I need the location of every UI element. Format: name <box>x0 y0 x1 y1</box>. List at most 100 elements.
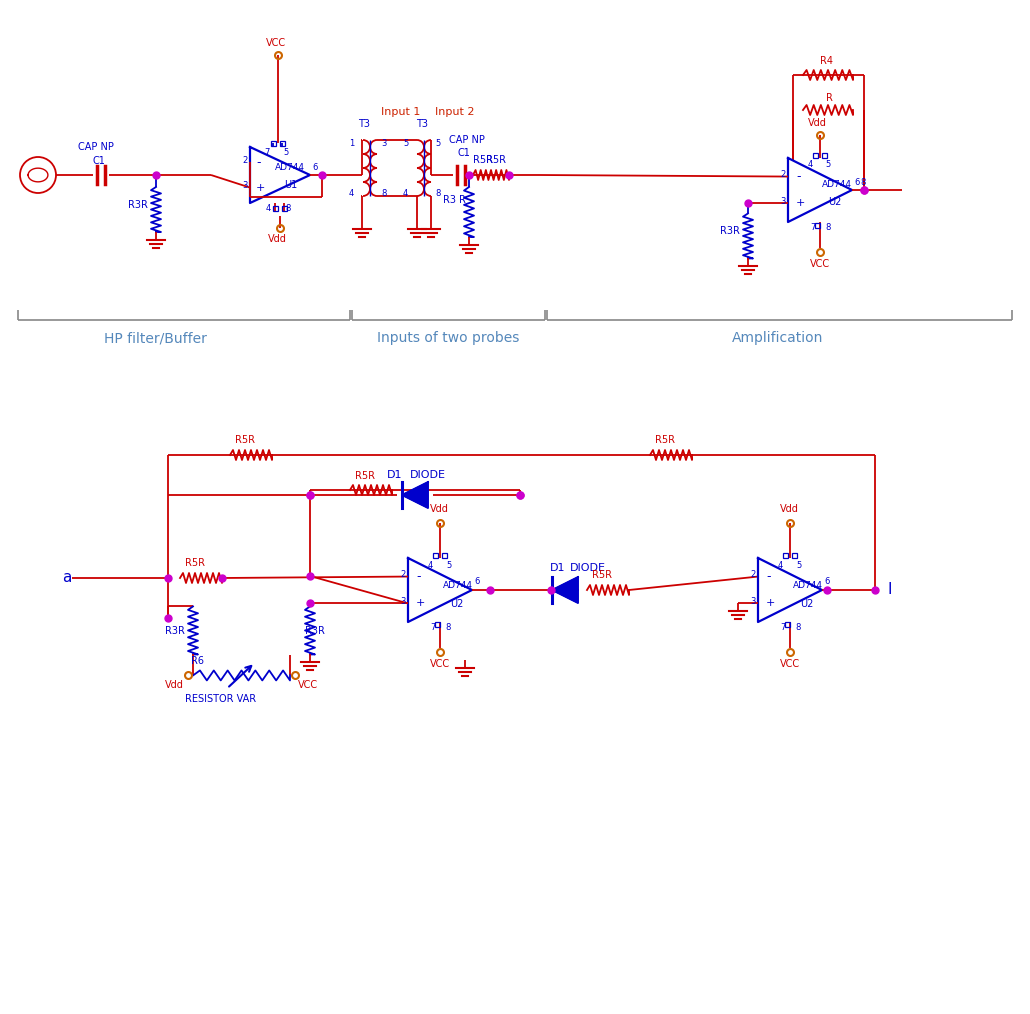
Text: 5: 5 <box>825 159 830 168</box>
Text: AD744: AD744 <box>443 581 473 590</box>
Text: R3R: R3R <box>128 200 148 210</box>
Text: Input 1: Input 1 <box>381 107 420 117</box>
Text: 6: 6 <box>312 162 317 171</box>
Text: VCC: VCC <box>780 659 800 669</box>
Text: AD744: AD744 <box>822 179 852 189</box>
Bar <box>279 141 284 145</box>
Text: -: - <box>416 570 420 583</box>
Text: 6: 6 <box>824 578 829 586</box>
Text: CAP NP: CAP NP <box>449 135 485 145</box>
Text: 5: 5 <box>435 139 440 147</box>
Bar <box>433 553 438 558</box>
Text: AD744: AD744 <box>275 162 305 171</box>
Text: R5R: R5R <box>486 155 506 165</box>
Text: 5: 5 <box>403 139 408 147</box>
Text: R: R <box>826 93 833 103</box>
Text: DIODE: DIODE <box>410 470 446 480</box>
Text: AD744: AD744 <box>793 581 823 590</box>
Text: 2: 2 <box>780 170 785 179</box>
Bar <box>271 141 275 145</box>
Text: 8: 8 <box>435 189 441 198</box>
Text: -: - <box>766 570 770 583</box>
Text: HP filter/Buffer: HP filter/Buffer <box>104 331 206 345</box>
Text: D1: D1 <box>550 563 565 573</box>
Text: +: + <box>416 598 425 608</box>
Text: T3: T3 <box>416 119 428 129</box>
Text: RESISTOR VAR: RESISTOR VAR <box>185 695 256 705</box>
Text: R3R: R3R <box>165 627 184 637</box>
Text: VCC: VCC <box>298 680 318 691</box>
Bar <box>442 553 446 558</box>
Text: 6: 6 <box>474 578 479 586</box>
Text: 4: 4 <box>349 189 354 198</box>
Text: Vdd: Vdd <box>808 118 827 128</box>
Bar <box>435 622 440 627</box>
Text: 4: 4 <box>778 561 783 570</box>
Text: C1: C1 <box>457 148 470 158</box>
Polygon shape <box>552 577 578 603</box>
Text: +: + <box>256 183 266 193</box>
Bar <box>281 206 286 211</box>
Text: Input 2: Input 2 <box>435 107 475 117</box>
Text: I: I <box>887 582 892 597</box>
Text: 8: 8 <box>381 189 386 198</box>
Text: 7: 7 <box>430 624 436 633</box>
Text: 5: 5 <box>283 147 288 156</box>
Text: R5R: R5R <box>355 470 375 481</box>
Text: R5R: R5R <box>592 570 612 580</box>
Bar <box>815 222 820 227</box>
Text: U1: U1 <box>284 180 298 190</box>
Text: 5: 5 <box>446 561 451 570</box>
Text: 3: 3 <box>400 597 406 606</box>
Text: U2: U2 <box>800 599 814 609</box>
Bar <box>785 622 790 627</box>
Text: Vdd: Vdd <box>780 504 799 514</box>
Text: Inputs of two probes: Inputs of two probes <box>377 331 519 345</box>
Text: R: R <box>459 195 466 205</box>
Text: R5R: R5R <box>235 435 255 445</box>
Text: DIODE: DIODE <box>570 563 606 573</box>
Text: T3: T3 <box>358 119 370 129</box>
Text: -: - <box>256 156 261 169</box>
Text: R5R: R5R <box>185 558 205 568</box>
Text: U2: U2 <box>828 197 842 207</box>
Text: 7: 7 <box>264 147 270 156</box>
Text: 8: 8 <box>795 624 800 633</box>
Text: Vdd: Vdd <box>430 504 449 514</box>
Text: 4: 4 <box>266 204 271 213</box>
Text: VCC: VCC <box>430 659 450 669</box>
Text: 2: 2 <box>750 570 755 579</box>
Text: 8: 8 <box>825 222 830 231</box>
Text: 1: 1 <box>349 139 354 147</box>
Bar <box>783 553 788 558</box>
Text: 8: 8 <box>860 177 865 187</box>
Text: 7: 7 <box>780 624 786 633</box>
Text: 8: 8 <box>445 624 450 633</box>
Bar <box>791 553 796 558</box>
Text: CAP NP: CAP NP <box>78 142 114 152</box>
Text: 3: 3 <box>750 597 755 606</box>
Text: 7: 7 <box>810 222 816 231</box>
Text: Vdd: Vdd <box>268 234 287 244</box>
Text: R5R: R5R <box>473 155 493 165</box>
Text: R3R: R3R <box>720 226 740 236</box>
Text: +: + <box>796 199 805 209</box>
Text: Amplification: Amplification <box>732 331 824 345</box>
Text: R4: R4 <box>820 56 833 66</box>
Text: 3: 3 <box>381 139 386 147</box>
Text: 4: 4 <box>428 561 434 570</box>
Text: 4: 4 <box>808 159 814 168</box>
Text: R6: R6 <box>191 656 204 666</box>
Text: R5R: R5R <box>655 435 675 445</box>
Text: 5: 5 <box>796 561 801 570</box>
Text: D1: D1 <box>387 470 403 480</box>
Bar <box>822 152 826 157</box>
Text: R3R: R3R <box>305 627 324 637</box>
Text: VCC: VCC <box>810 259 830 269</box>
Text: U2: U2 <box>450 599 464 609</box>
Bar <box>273 206 277 211</box>
Polygon shape <box>402 482 428 508</box>
Text: a: a <box>62 571 71 585</box>
Text: 3: 3 <box>242 182 247 190</box>
Text: C1: C1 <box>92 156 105 166</box>
